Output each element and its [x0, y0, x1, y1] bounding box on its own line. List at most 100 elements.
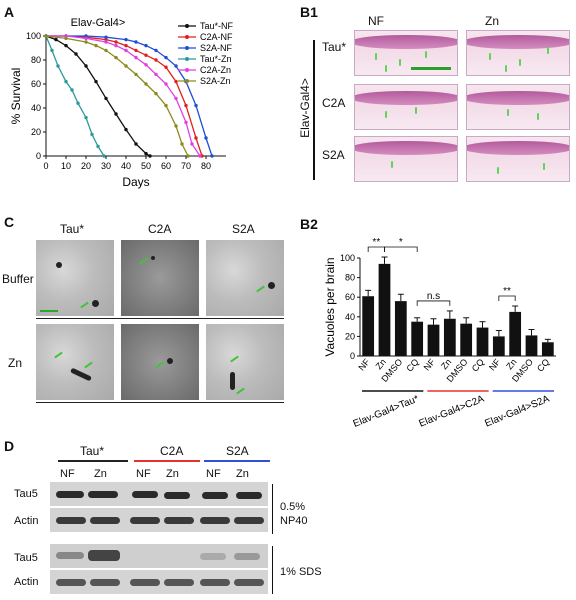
d-lane-3: NF: [136, 468, 151, 480]
histology-c2a-nf: [354, 84, 458, 130]
series-point: [144, 43, 148, 48]
significance-label: n.s: [427, 291, 440, 302]
series-line-0: [45, 35, 151, 157]
series-point: [134, 142, 138, 146]
d-group-line-c2a: [134, 460, 200, 462]
y-axis-label: Vacuoles per brain: [323, 257, 337, 356]
y-tick-label: 0: [350, 351, 355, 361]
legend-marker-4: [185, 68, 189, 72]
legend-label-0: Tau*-NF: [200, 21, 234, 31]
em-c2a-buffer: [121, 240, 199, 316]
panel-b2-letter: B2: [300, 216, 318, 232]
legend-marker-2: [185, 46, 189, 50]
series-point: [154, 72, 158, 77]
series-point: [124, 43, 128, 48]
x-tick-label: 60: [161, 161, 171, 171]
series-point: [144, 53, 148, 57]
d-group-tau: Tau*: [80, 444, 105, 458]
series-point: [104, 96, 108, 101]
significance-bracket: [498, 295, 516, 302]
y-tick-label: 80: [31, 55, 41, 65]
series-point: [104, 37, 108, 42]
bar-5: [443, 318, 456, 356]
y-tick-label: 60: [345, 292, 355, 302]
em-c2a-zn: [121, 324, 199, 400]
b1-row-s2a: S2A: [322, 148, 345, 162]
series-point: [210, 154, 214, 158]
bar-0: [362, 296, 375, 356]
series-point: [174, 96, 178, 101]
group-label-0: Elav-Gal4>Tau*: [352, 394, 421, 430]
legend-label-2: S2A-NF: [200, 43, 233, 53]
category-label: NF: [487, 356, 503, 372]
series-point: [94, 79, 98, 84]
series-line-4: [46, 35, 201, 157]
y-tick-label: 100: [340, 253, 355, 263]
series-point: [64, 43, 68, 48]
series-point: [174, 64, 178, 68]
series-point: [144, 82, 148, 86]
c-col-tau: Tau*: [60, 222, 85, 236]
scale-bar: [411, 67, 451, 70]
legend-label-4: C2A-Zn: [200, 65, 231, 75]
series-point: [94, 43, 98, 48]
d-group-c2a: C2A: [160, 444, 184, 458]
x-tick-label: 40: [121, 161, 131, 171]
series-point: [114, 43, 118, 48]
y-tick-label: 20: [345, 331, 355, 341]
series-point: [84, 40, 88, 44]
legend-marker-5: [185, 79, 189, 83]
d-lane-6: Zn: [236, 468, 249, 480]
series-point: [144, 63, 148, 67]
series-point: [56, 64, 60, 68]
series-point: [134, 72, 138, 77]
significance-label: **: [503, 286, 511, 297]
bar-11: [541, 342, 554, 356]
c-col-c2a: C2A: [148, 222, 172, 236]
d-lane-4: Zn: [166, 468, 179, 480]
series-point: [90, 132, 94, 137]
chart-title: Elav-Gal4>: [71, 17, 126, 29]
series-point: [194, 103, 198, 108]
series-point: [64, 36, 68, 41]
series-point: [104, 40, 108, 44]
series-point: [84, 64, 88, 68]
series-point: [154, 48, 158, 53]
series-point: [104, 35, 108, 39]
series-point: [190, 142, 194, 146]
panel-d-letter: D: [4, 438, 15, 454]
series-point: [204, 136, 208, 140]
c-row-zn: Zn: [8, 356, 23, 370]
series-point: [54, 37, 58, 42]
significance-bracket: [384, 246, 418, 253]
y-tick-label: 20: [31, 127, 41, 137]
bar-1: [378, 263, 391, 356]
series-point: [198, 154, 202, 158]
d-condition-np40: 0.5% NP40: [280, 501, 308, 527]
em-s2a-zn: [206, 324, 284, 400]
x-tick-label: 80: [201, 161, 211, 171]
c-divider-1: [36, 318, 284, 319]
series-line-5: [45, 35, 189, 157]
series-line-3: [45, 35, 105, 157]
c-col-s2a: S2A: [232, 222, 255, 236]
em-tau-buffer: [36, 240, 114, 316]
series-point: [114, 40, 118, 44]
series-point: [174, 79, 178, 84]
b1-side-label: Elav-Gal4>: [298, 78, 312, 138]
series-point: [96, 144, 100, 149]
series-point: [74, 52, 78, 56]
panel-a-letter: A: [4, 4, 15, 20]
d-lane-1: NF: [60, 468, 75, 480]
x-tick-label: 20: [81, 161, 91, 171]
b1-side-bracket: [313, 40, 315, 180]
series-point: [114, 112, 118, 116]
d-condition-sds: 1% SDS: [280, 566, 322, 578]
x-tick-label: 70: [181, 161, 191, 171]
d-blot-label-actin-a: Actin: [14, 515, 39, 527]
legend-label-5: S2A-Zn: [200, 76, 231, 86]
series-point: [154, 58, 158, 62]
series-point: [124, 64, 128, 68]
bar-9: [509, 311, 522, 356]
